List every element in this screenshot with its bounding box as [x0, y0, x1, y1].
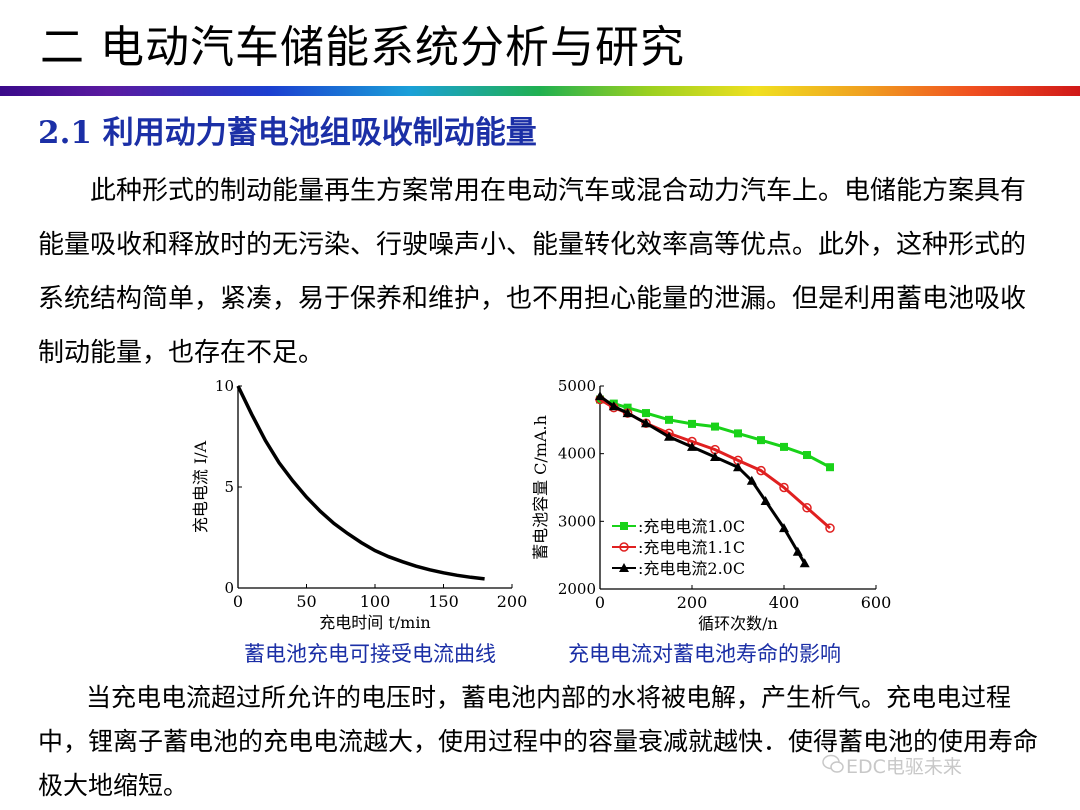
y-tick-label: 5000: [558, 377, 596, 395]
y-tick-label: 4000: [558, 445, 596, 463]
rainbow-divider: [0, 86, 1080, 96]
x-axis-label: 循环次数/n: [698, 614, 778, 633]
x-tick-label: 600: [861, 593, 892, 612]
legend-marker-1: [620, 522, 628, 530]
data-point-series-3: [687, 441, 697, 451]
section-title: 利用动力蓄电池组吸收制动能量: [102, 115, 537, 151]
x-tick-label: 50: [296, 592, 316, 611]
data-point-series-2: [779, 482, 789, 493]
data-point-series-1: [665, 415, 673, 424]
legend-marker-2: [619, 542, 629, 552]
charging-current-chart: 0 50 100 150 200 0 5 10 充电时间 t/min 充电电流 I/A: [191, 377, 528, 632]
data-point-series-3: [664, 431, 674, 441]
wechat-icon: [822, 754, 844, 773]
y-axis-label: 充电电流 I/A: [191, 440, 210, 533]
data-point-series-2: [756, 465, 766, 476]
data-point-series-1: [826, 463, 834, 472]
legend-label-3: :充电电流2.0C: [638, 559, 745, 578]
data-point-series-2: [802, 503, 812, 513]
legend-label-1: :充电电流1.0C: [638, 517, 745, 536]
intro-paragraph: 此种形式的制动能量再生方案常用在电动汽车或混合动力汽车上。电储能方案具有能量吸收…: [38, 176, 1027, 368]
data-point-series-1: [734, 429, 742, 438]
data-point-series-3: [746, 475, 757, 485]
data-point-series-3: [595, 391, 605, 401]
data-point-series-1: [757, 436, 765, 445]
data-point-series-2: [825, 523, 835, 533]
y-tick-label: 2000: [558, 580, 596, 598]
right-chart-caption: 充电电流对蓄电池寿命的影响: [568, 642, 841, 666]
watermark-text: EDC电驱未来: [846, 756, 962, 778]
x-axis-label: 充电时间 t/min: [319, 613, 431, 632]
data-point-series-3: [733, 462, 743, 472]
x-tick-label: 150: [428, 592, 459, 611]
legend-label-2: :充电电流1.1C: [638, 538, 745, 557]
data-point-series-1: [623, 403, 632, 412]
series-line-2: [599, 398, 831, 530]
y-tick-label: 5: [224, 478, 234, 496]
x-tick-label: 200: [497, 592, 528, 611]
x-tick-label: 0: [595, 593, 605, 612]
data-point-series-3: [760, 496, 771, 506]
section-heading: 2.1 利用动力蓄电池组吸收制动能量: [38, 108, 537, 158]
data-point-series-3: [622, 408, 633, 418]
page-title: 二 电动汽车储能系统分析与研究: [40, 22, 685, 73]
data-point-series-3: [710, 452, 720, 462]
x-tick-label: 100: [360, 592, 391, 611]
data-point-series-3: [779, 523, 789, 533]
data-point-series-1: [780, 442, 788, 451]
y-tick-label: 10: [215, 377, 234, 395]
data-point-series-1: [711, 422, 719, 431]
y-tick-label: 0: [224, 579, 234, 597]
series-line-1: [236, 385, 485, 581]
left-chart-caption: 蓄电池充电可接受电流曲线: [244, 642, 496, 666]
data-point-series-1: [642, 409, 650, 418]
data-point-series-3: [799, 558, 810, 568]
data-point-series-3: [641, 418, 651, 428]
data-point-series-3: [792, 546, 803, 556]
x-tick-label: 0: [233, 592, 243, 611]
legend-marker-3: [619, 563, 629, 572]
data-point-series-1: [688, 419, 696, 428]
data-point-series-3: [608, 401, 619, 411]
x-tick-label: 200: [677, 593, 708, 612]
battery-life-chart: 0 200 400 600 2000 3000 4000 5000 循环次数/n 蓄电池容量 C/…: [531, 377, 892, 633]
conclusion-paragraph: 当充电电流超过所允许的电压时，蓄电池内部的水将被电解，产生析气。充电电过程中，锂…: [38, 683, 1039, 800]
section-number: 2.1: [38, 115, 92, 151]
y-axis-label: 蓄电池容量 C/mA.h: [531, 415, 550, 560]
data-point-series-1: [803, 451, 811, 460]
x-tick-label: 400: [769, 593, 800, 612]
y-tick-label: 3000: [558, 512, 596, 530]
